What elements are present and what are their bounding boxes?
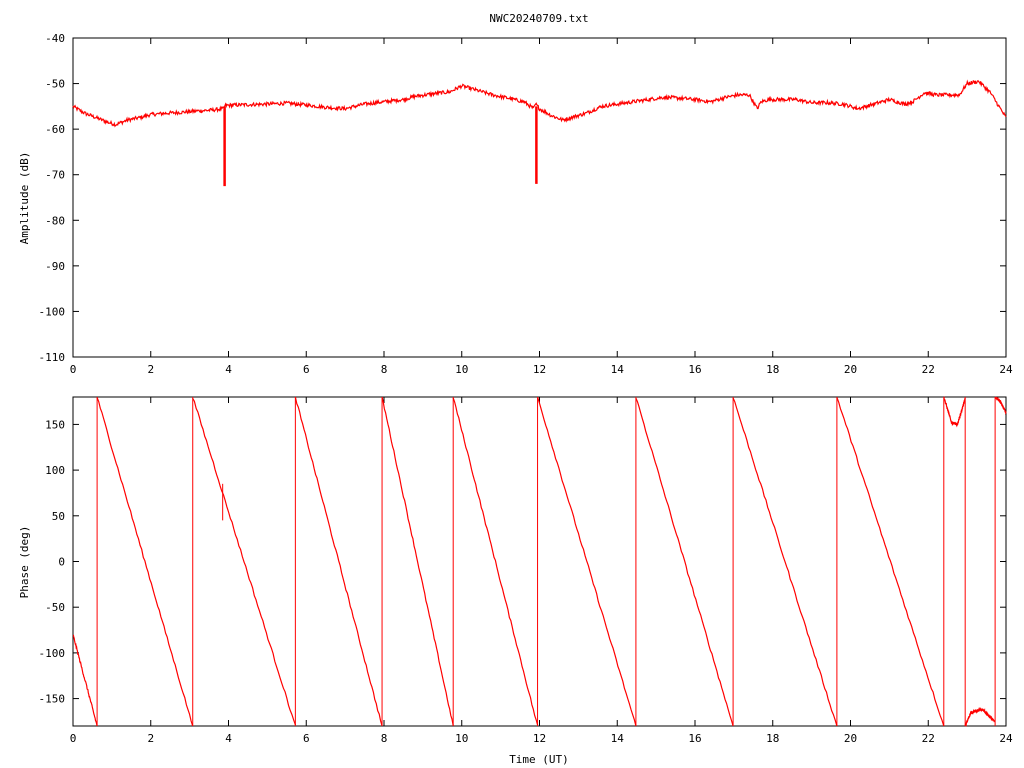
amplitude-y-axis-label: Amplitude (dB)	[18, 152, 31, 245]
phase-series-segment	[635, 397, 734, 727]
amplitude-x-tick-label: 16	[688, 363, 701, 376]
amplitude-series-line	[72, 79, 1007, 128]
phase-x-tick-label: 2	[147, 732, 154, 745]
phase-x-tick-label: 18	[766, 732, 779, 745]
phase-plot-frame	[72, 396, 1007, 727]
phase-y-tick-label: 50	[52, 510, 65, 523]
amplitude-x-tick-label: 0	[70, 363, 77, 376]
phase-y-tick-label: 150	[45, 418, 65, 431]
phase-series-segment	[72, 634, 98, 727]
amplitude-y-tick-label: -100	[39, 305, 66, 318]
phase-x-tick-label: 12	[533, 732, 546, 745]
phase-y-tick-label: 100	[45, 464, 65, 477]
phase-series-segment	[994, 396, 1007, 415]
phase-x-tick-label: 4	[225, 732, 232, 745]
time-x-axis-label: Time (UT)	[509, 753, 569, 766]
amplitude-x-tick-label: 22	[922, 363, 935, 376]
phase-y-axis-label: Phase (deg)	[18, 526, 31, 599]
phase-series-segment	[964, 706, 995, 727]
amplitude-y-tick-label: -80	[45, 214, 65, 227]
amplitude-y-tick-label: -70	[45, 169, 65, 182]
phase-panel: 0 2 4 6 8 10 12 14 16 18 20 22 24150100500-50-100-15…	[39, 396, 1013, 745]
amplitude-x-tick-label: 12	[533, 363, 546, 376]
phase-series-segment	[294, 396, 383, 727]
amplitude-x-tick-label: 2	[147, 363, 154, 376]
phase-x-tick-label: 6	[303, 732, 310, 745]
amplitude-x-tick-label: 14	[611, 363, 625, 376]
phase-series-segment	[96, 397, 194, 727]
amplitude-x-tick-label: 4	[225, 363, 232, 376]
phase-x-tick-label: 16	[688, 732, 701, 745]
phase-x-tick-label: 0	[70, 732, 77, 745]
amplitude-panel: 0 2 4 6 8 10 12 14 16 18 20 22 24-40-50-60-70-80-90-…	[39, 32, 1013, 376]
amplitude-x-tick-label: 6	[303, 363, 310, 376]
amplitude-x-tick-label: 20	[844, 363, 857, 376]
amplitude-y-tick-label: -50	[45, 78, 65, 91]
amplitude-x-tick-label: 8	[381, 363, 388, 376]
amplitude-y-tick-label: -110	[39, 351, 66, 364]
phase-x-tick-label: 20	[844, 732, 857, 745]
amplitude-x-tick-label: 18	[766, 363, 779, 376]
phase-x-tick-label: 24	[999, 732, 1013, 745]
chart-title: NWC20240709.txt	[489, 12, 588, 25]
amplitude-x-tick-label: 24	[999, 363, 1013, 376]
phase-series-segment	[537, 396, 637, 727]
phase-y-tick-label: 0	[58, 556, 65, 569]
amplitude-y-tick-label: -90	[45, 260, 65, 273]
phase-series-segment	[732, 397, 838, 727]
phase-y-tick-label: -150	[39, 693, 66, 706]
amplitude-y-tick-label: -40	[45, 32, 65, 45]
phase-series-segment	[381, 396, 454, 726]
phase-series-segment	[452, 397, 539, 726]
phase-y-tick-label: -100	[39, 647, 66, 660]
phase-x-tick-label: 14	[611, 732, 625, 745]
phase-x-tick-label: 10	[455, 732, 468, 745]
phase-series-segment	[943, 396, 966, 428]
amplitude-plot-frame	[72, 37, 1007, 358]
phase-x-tick-label: 8	[381, 732, 388, 745]
phase-y-tick-label: -50	[45, 601, 65, 614]
phase-x-tick-label: 22	[922, 732, 935, 745]
phase-series-segment	[836, 397, 945, 727]
amplitude-x-tick-label: 10	[455, 363, 468, 376]
amplitude-y-tick-label: -60	[45, 123, 65, 136]
phase-series-segment	[192, 398, 296, 726]
